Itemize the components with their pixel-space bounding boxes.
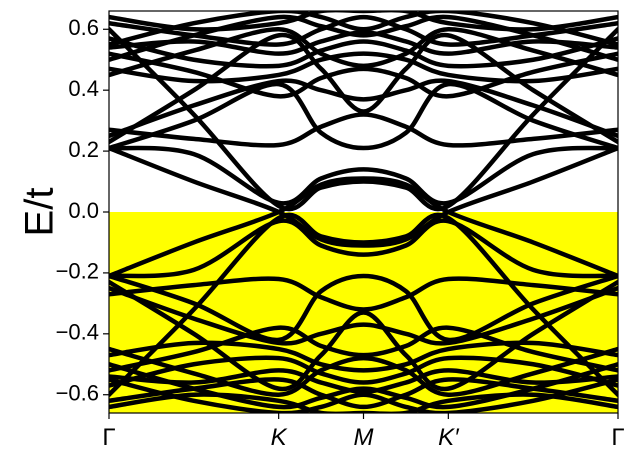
band-line-12 — [109, 285, 618, 346]
band-line-18 — [109, 51, 618, 84]
band-line-6 — [109, 81, 618, 151]
x-tick-label: M — [354, 424, 374, 451]
band-line-30 — [109, 377, 618, 410]
band-line-3 — [109, 176, 618, 279]
x-tick-label: K′ — [438, 424, 460, 451]
y-tick-label: −0.6 — [56, 381, 99, 406]
band-line-5 — [109, 273, 618, 343]
band-line-1 — [109, 212, 618, 397]
band-lines — [109, 11, 618, 413]
y-axis-label: E/t — [18, 188, 62, 237]
band-line-28 — [109, 355, 618, 388]
band-line-32 — [109, 392, 618, 413]
band-line-15 — [109, 346, 618, 397]
band-line-25 — [109, 11, 618, 47]
x-tick-label: K — [271, 424, 288, 451]
band-line-7 — [109, 145, 618, 206]
band-line-27 — [109, 36, 618, 69]
y-tick-label: −0.2 — [56, 259, 99, 284]
band-line-22 — [109, 325, 618, 373]
band-line-2 — [109, 27, 618, 212]
band-line-14 — [109, 276, 618, 312]
y-tick-label: 0.6 — [68, 15, 99, 40]
y-axis-ticks: −0.6 −0.4 −0.2 0.0 0.2 0.4 0.6 — [56, 15, 109, 406]
band-line-23 — [109, 30, 618, 56]
band-line-10 — [109, 32, 618, 145]
x-axis-ticks: Γ K M K′ Γ — [102, 413, 625, 451]
band-line-13 — [109, 112, 618, 148]
y-tick-label: −0.4 — [56, 320, 99, 345]
band-line-8 — [109, 218, 618, 279]
band-line-21 — [109, 51, 618, 99]
band-line-29 — [109, 14, 618, 47]
y-tick-label: 0.4 — [68, 76, 99, 101]
band-line-11 — [109, 78, 618, 139]
x-tick-label: Γ — [102, 424, 115, 451]
band-line-17 — [109, 340, 618, 373]
y-tick-label: 0.2 — [68, 137, 99, 162]
y-tick-label: 0.0 — [68, 198, 99, 223]
band-line-16 — [109, 27, 618, 78]
band-line-26 — [109, 377, 618, 413]
band-line-4 — [109, 145, 618, 248]
x-tick-label: Γ — [611, 424, 624, 451]
band-line-24 — [109, 368, 618, 394]
band-line-31 — [109, 11, 618, 32]
band-line-9 — [109, 279, 618, 392]
